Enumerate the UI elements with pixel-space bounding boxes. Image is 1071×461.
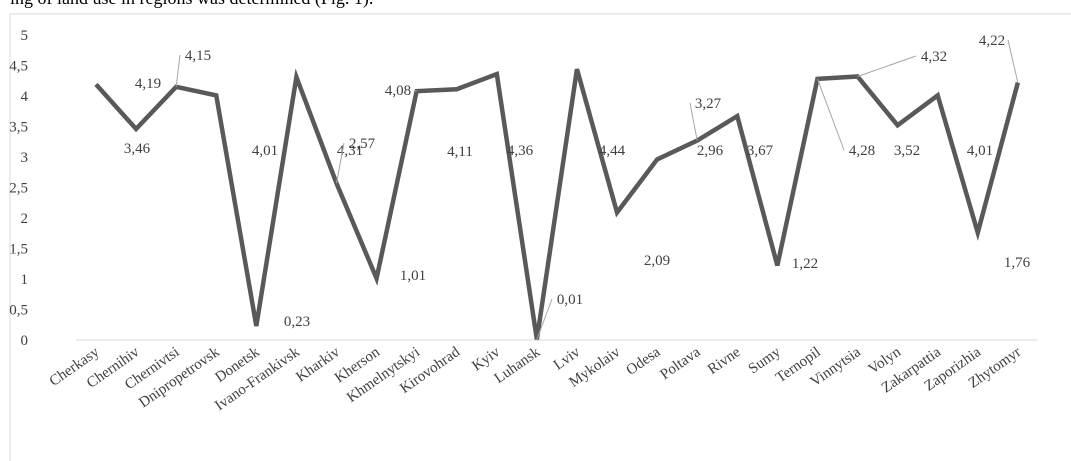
value-label: 4,15 [185, 48, 211, 64]
value-label: 3,67 [747, 143, 774, 159]
value-label: 4,01 [967, 143, 993, 159]
value-label: 4,28 [849, 143, 875, 159]
x-tick-label: Odesa [624, 344, 664, 379]
value-label: 0,23 [284, 314, 310, 330]
leader-line [816, 78, 845, 151]
leader-line [689, 102, 698, 141]
page-text: ing of land use in regions was determine… [10, 0, 373, 9]
y-tick-label: 4 [21, 89, 29, 105]
value-label: 2,09 [644, 253, 670, 269]
y-tick-label: 0 [21, 333, 29, 349]
leader-line [335, 142, 345, 184]
value-label: 4,32 [921, 49, 947, 65]
value-label: 4,44 [599, 143, 626, 159]
value-label: 0,01 [557, 292, 583, 308]
leader-line [175, 54, 181, 87]
y-tick-label: 5 [21, 28, 29, 44]
y-tick-label: 2 [21, 211, 29, 227]
leader-line [413, 89, 417, 92]
value-label: 4,08 [385, 83, 411, 99]
data-line [94, 68, 1021, 340]
x-tick-label: Poltava [657, 344, 703, 383]
leader-line [536, 298, 553, 340]
value-label: 1,76 [1004, 255, 1031, 271]
y-tick-label: 4,5 [9, 59, 28, 75]
value-label: 4,19 [135, 76, 161, 92]
value-label: 3,46 [124, 141, 151, 157]
y-tick-label: 3 [21, 150, 29, 166]
y-tick-label: 3,5 [9, 120, 28, 136]
value-label: 4,01 [252, 143, 278, 159]
value-label: 2,57 [349, 136, 376, 152]
value-label: 2,96 [697, 143, 724, 159]
y-tick-label: 1 [21, 272, 29, 288]
x-tick-label: Rivne [705, 344, 744, 378]
value-label: 1,01 [400, 268, 426, 284]
leader-line [857, 55, 917, 77]
leader-line [1007, 39, 1019, 83]
y-tick-label: 1,5 [9, 242, 28, 258]
value-label: 3,52 [894, 143, 920, 159]
x-tick-label: Luhansk [492, 344, 544, 387]
value-label: 1,22 [792, 256, 818, 272]
y-tick-label: 0,5 [9, 303, 28, 319]
value-label: 4,11 [447, 144, 473, 160]
y-tick-label: 2,5 [9, 181, 28, 197]
value-label: 4,22 [979, 33, 1005, 49]
value-label: 3,27 [695, 96, 722, 112]
value-label: 4,36 [507, 143, 534, 159]
